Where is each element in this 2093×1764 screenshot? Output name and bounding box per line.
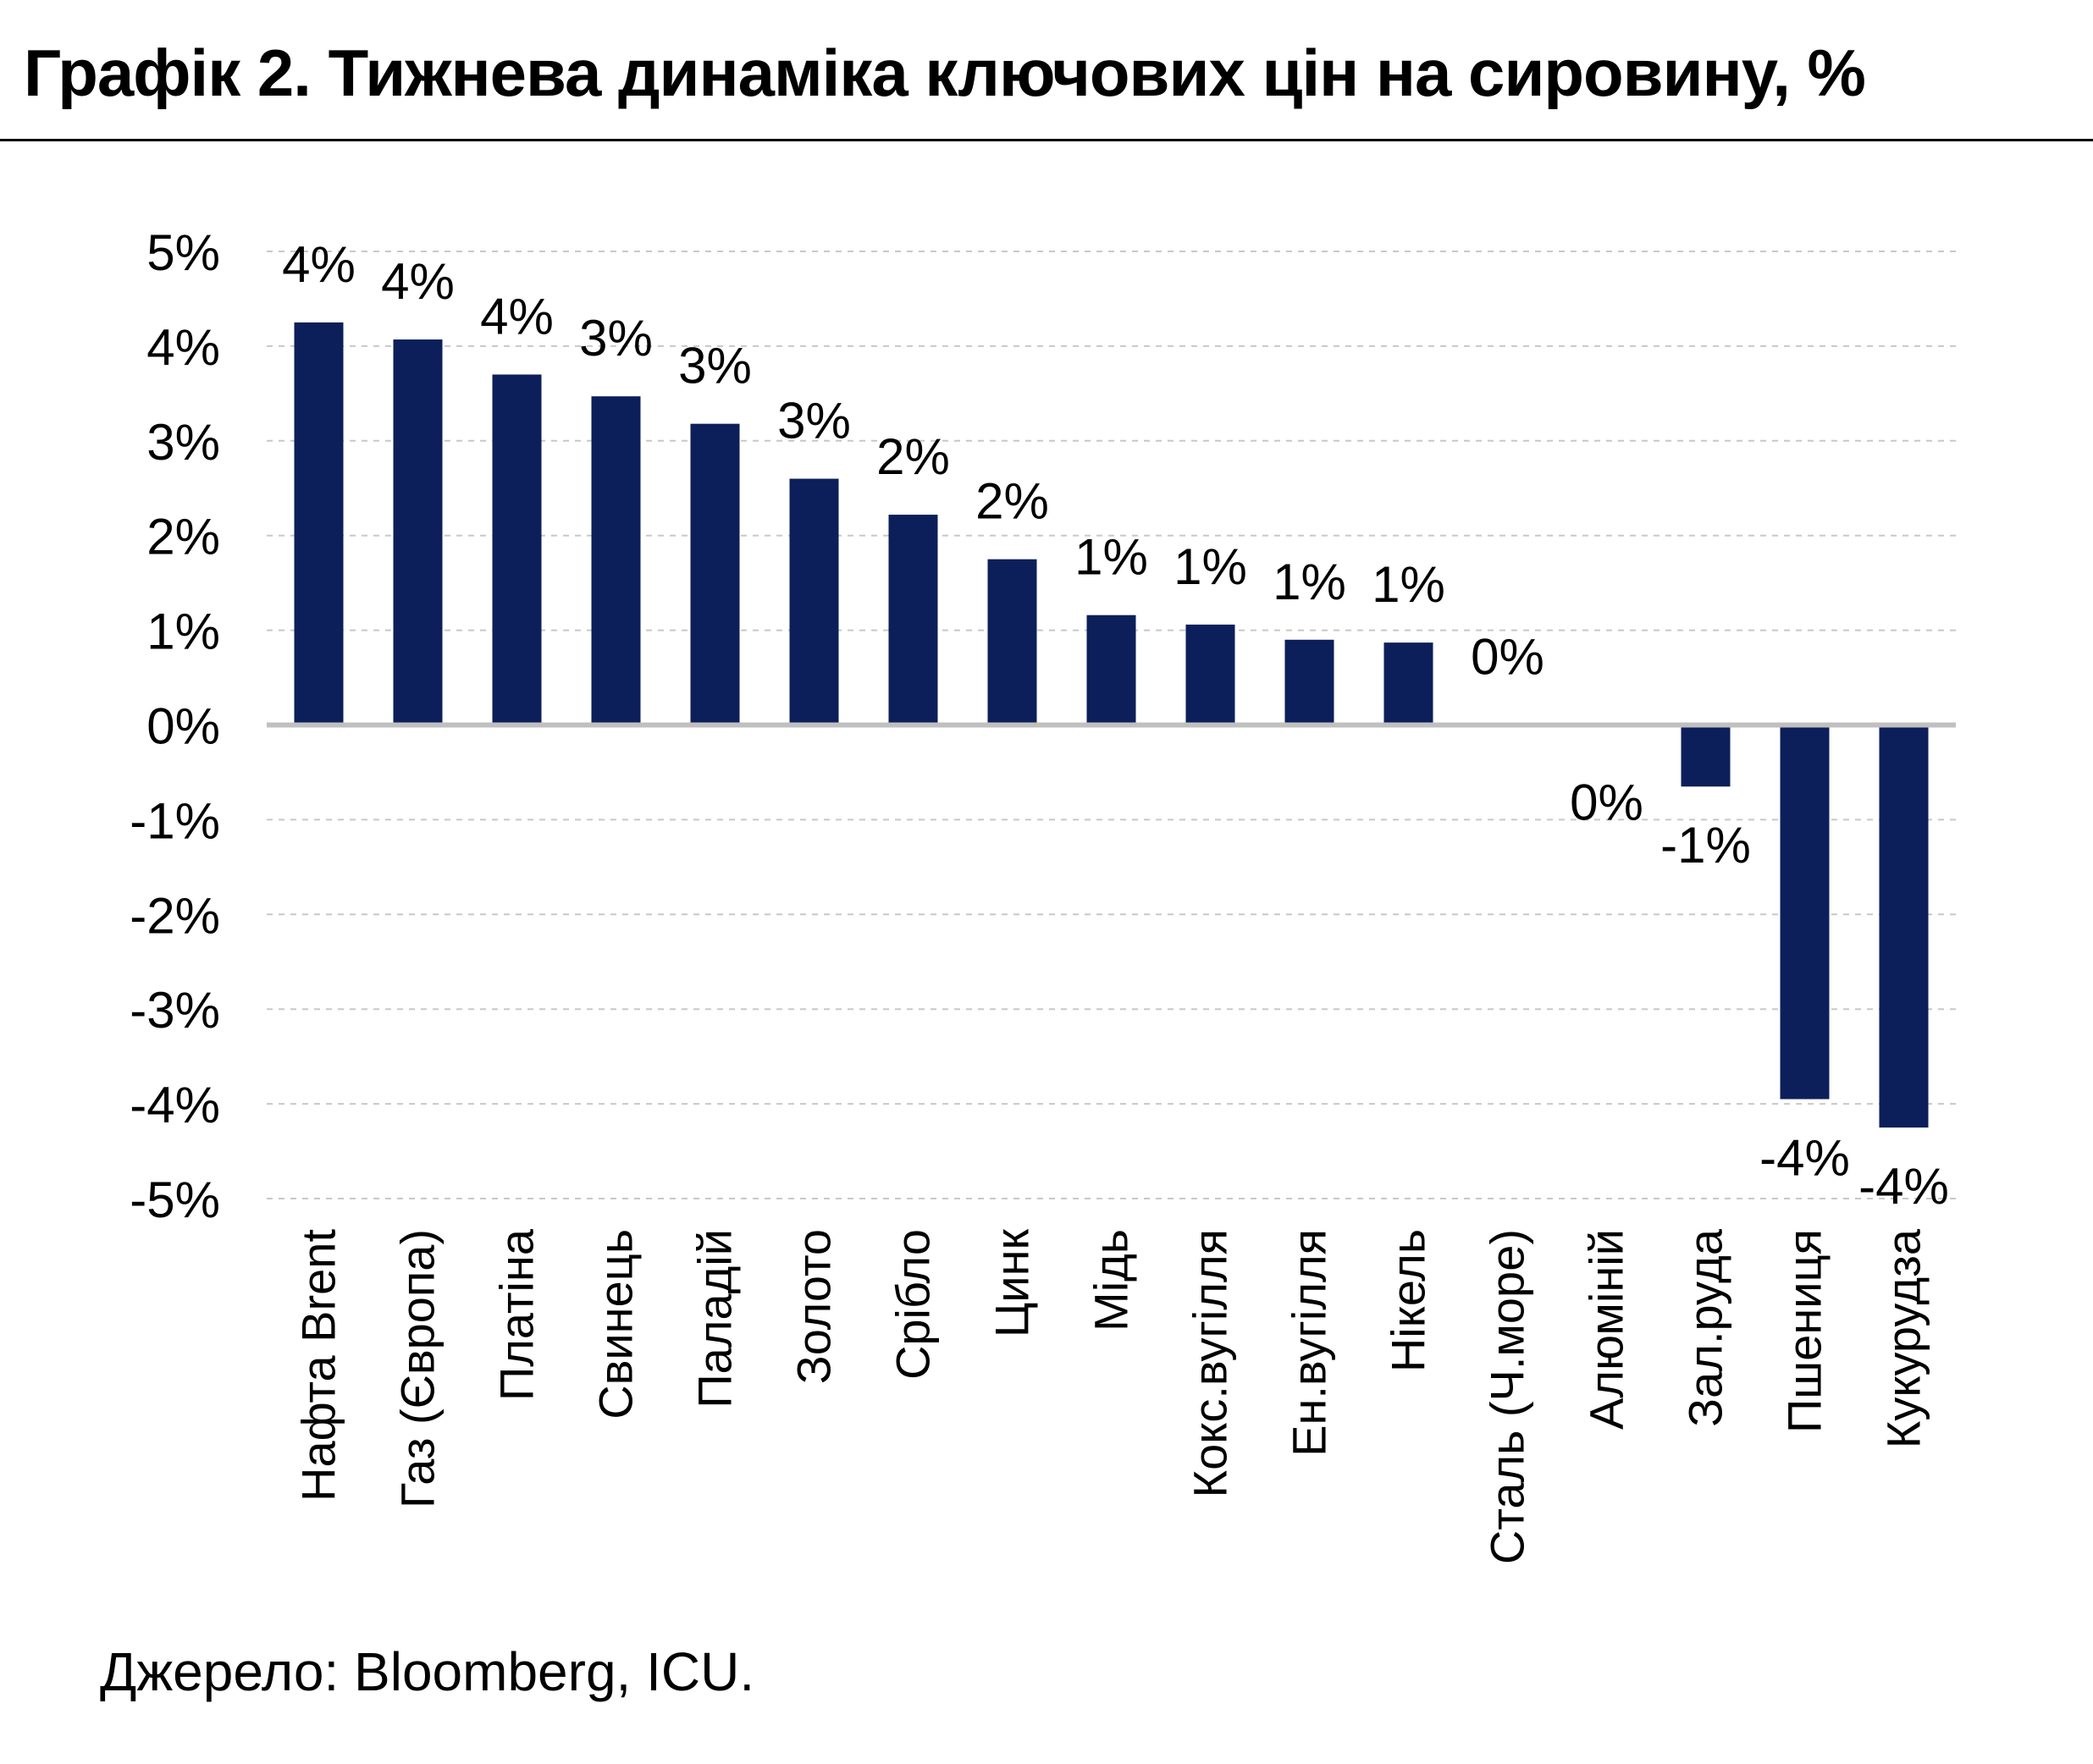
gridlines: [267, 251, 1956, 1199]
data-label: 0%: [1471, 629, 1544, 686]
y-axis-ticks: 5% 4% 3% 2% 1% 0% -1% -2% -3% -4% -5%: [130, 224, 220, 1228]
y-tick-label: -4%: [130, 1077, 220, 1133]
category-label: Ен.вугілля: [1283, 1229, 1336, 1457]
data-label: 4%: [282, 236, 356, 293]
y-tick-label: -2%: [130, 887, 220, 944]
data-label: 3%: [579, 310, 653, 367]
category-label: Алюміній: [1580, 1229, 1633, 1430]
bar: [1879, 725, 1929, 1128]
category-labels: Нафта Brent Газ (Європа) Платіна Свинець Пал…: [292, 1228, 1930, 1564]
data-label: 2%: [975, 473, 1049, 530]
category-label: Пшениця: [1778, 1229, 1831, 1433]
category-label: Платіна: [490, 1228, 544, 1401]
bars: [294, 322, 1929, 1128]
category-label: Кокс.вугілля: [1184, 1229, 1237, 1498]
bar: [1780, 725, 1830, 1100]
bar: [294, 322, 344, 725]
bar: [987, 559, 1037, 725]
bar: [1185, 624, 1235, 725]
page-title: Графік 2. Тижнева динаміка ключових цін …: [24, 36, 1866, 110]
data-label: 2%: [876, 428, 950, 485]
bar: [1086, 615, 1136, 725]
y-tick-label: 5%: [146, 224, 220, 281]
data-label: 1%: [1273, 554, 1346, 610]
data-label: 0%: [1570, 775, 1643, 831]
bar: [789, 478, 839, 725]
data-label: 4%: [480, 288, 554, 345]
data-label: -4%: [1759, 1130, 1850, 1187]
y-tick-label: -3%: [130, 982, 220, 1039]
data-label: 4%: [381, 253, 455, 310]
category-label: Золото: [787, 1229, 841, 1384]
y-tick-label: 0%: [146, 698, 220, 755]
category-label: Срібло: [886, 1229, 940, 1380]
bar: [1383, 642, 1433, 725]
data-label: -4%: [1858, 1158, 1949, 1215]
title-divider: [0, 139, 2093, 141]
data-label: 1%: [1174, 538, 1247, 595]
bar: [1284, 639, 1334, 725]
y-tick-label: 4%: [146, 319, 220, 376]
bar-chart: 5% 4% 3% 2% 1% 0% -1% -2% -3% -4% -5% 4% 4% 4% 3% 3% 3%…: [130, 224, 1956, 1564]
data-labels: 4% 4% 4% 3% 3% 3% 2% 2% 1% 1% 1% 1% 0% 0% -1% -4%-4%: [282, 236, 1949, 1215]
y-tick-label: 1%: [146, 604, 220, 660]
category-label: Зал.руда: [1679, 1228, 1732, 1427]
category-label: Газ (Європа): [391, 1229, 445, 1508]
bar: [492, 374, 542, 725]
category-label: Нікель: [1382, 1229, 1435, 1372]
y-tick-label: 2%: [146, 509, 220, 565]
category-label: Мідь: [1085, 1229, 1138, 1331]
category-label: Паладій: [688, 1229, 742, 1408]
data-label: 3%: [777, 393, 851, 449]
bar: [393, 339, 443, 725]
bar: [591, 396, 641, 725]
category-label: Нафта Brent: [292, 1229, 345, 1502]
category-label: Сталь (Ч.море): [1481, 1229, 1534, 1564]
category-label: Цинк: [986, 1229, 1039, 1338]
y-tick-label: 3%: [146, 414, 220, 471]
data-label: 1%: [1372, 556, 1445, 613]
bar: [1681, 725, 1731, 787]
source-note: Джерело: Bloomberg, ICU.: [100, 1641, 755, 1702]
y-tick-label: -1%: [130, 792, 220, 849]
category-label: Кукурудза: [1877, 1228, 1930, 1448]
bar: [690, 423, 740, 725]
data-label: 3%: [678, 338, 752, 394]
data-label: -1%: [1660, 817, 1751, 874]
category-label: Свинець: [589, 1229, 643, 1419]
y-tick-label: -5%: [130, 1171, 220, 1228]
data-label: 1%: [1074, 529, 1148, 586]
bar: [888, 515, 938, 725]
